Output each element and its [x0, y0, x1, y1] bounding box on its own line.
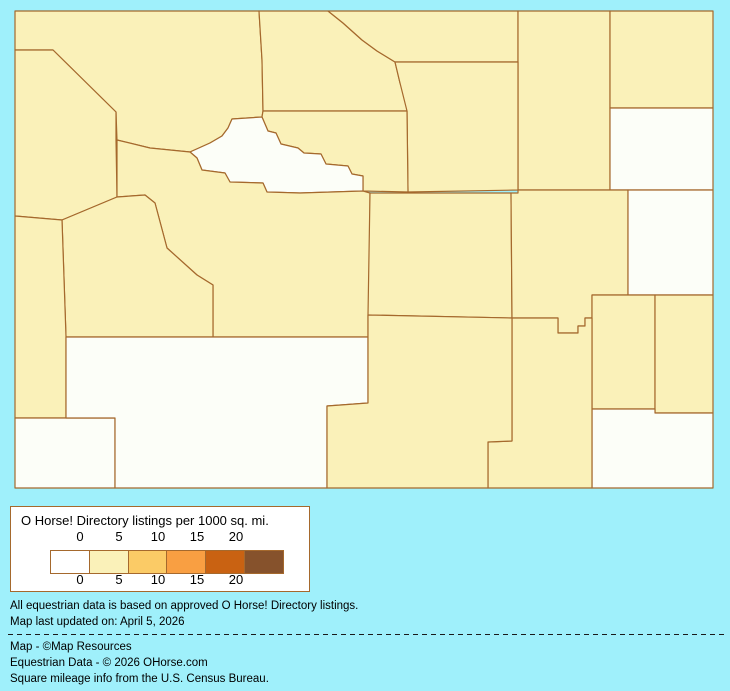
- county-crook[interactable]: [609, 10, 714, 109]
- legend-ticks-top-label-15: 15: [189, 529, 205, 544]
- data-disclaimer-note: All equestrian data is based on approved…: [10, 600, 359, 612]
- wyoming-county-map: [14, 10, 714, 489]
- legend-ticks-top-label-20: 20: [228, 529, 244, 544]
- census-credit: Square mileage info from the U.S. Census…: [10, 673, 269, 685]
- legend-color-bar: [50, 550, 284, 574]
- dashed-divider: [8, 634, 726, 635]
- legend-ramp-cell-1: [88, 551, 128, 573]
- legend-ticks-bottom-label-20: 20: [228, 572, 244, 587]
- legend-ramp-cell-5: [244, 551, 283, 573]
- county-goshen[interactable]: [654, 294, 714, 414]
- legend-ticks-top-label-5: 5: [115, 529, 123, 544]
- county-campbell[interactable]: [517, 10, 611, 191]
- county-lincoln[interactable]: [14, 215, 67, 419]
- legend-ticks-bottom-label-15: 15: [189, 572, 205, 587]
- legend-ramp-cell-3: [166, 551, 206, 573]
- legend-ticks-bottom-label-5: 5: [115, 572, 123, 587]
- legend-ramp-cell-0: [51, 551, 89, 573]
- last-updated-note: Map last updated on: April 5, 2026: [10, 616, 185, 628]
- legend-ticks-bottom-label-0: 0: [76, 572, 84, 587]
- legend-ticks-bottom-label-10: 10: [150, 572, 166, 587]
- legend-ticks-top-label-0: 0: [76, 529, 84, 544]
- map-copyright-credit: Map - ©Map Resources: [10, 641, 132, 653]
- legend-box: O Horse! Directory listings per 1000 sq.…: [10, 506, 310, 592]
- equestrian-data-credit: Equestrian Data - © 2026 OHorse.com: [10, 657, 208, 669]
- county-platte[interactable]: [591, 294, 656, 410]
- county-weston[interactable]: [609, 107, 714, 191]
- legend-ramp-cell-4: [205, 551, 245, 573]
- county-uinta[interactable]: [14, 417, 116, 489]
- legend-title: O Horse! Directory listings per 1000 sq.…: [21, 513, 269, 528]
- county-niobrara[interactable]: [627, 189, 714, 296]
- county-johnson[interactable]: [394, 61, 519, 193]
- legend-ticks-top-label-10: 10: [150, 529, 166, 544]
- legend-ramp-cell-2: [127, 551, 167, 573]
- county-carbon[interactable]: [326, 314, 513, 489]
- county-laramie[interactable]: [591, 408, 714, 489]
- county-natrona[interactable]: [367, 192, 513, 319]
